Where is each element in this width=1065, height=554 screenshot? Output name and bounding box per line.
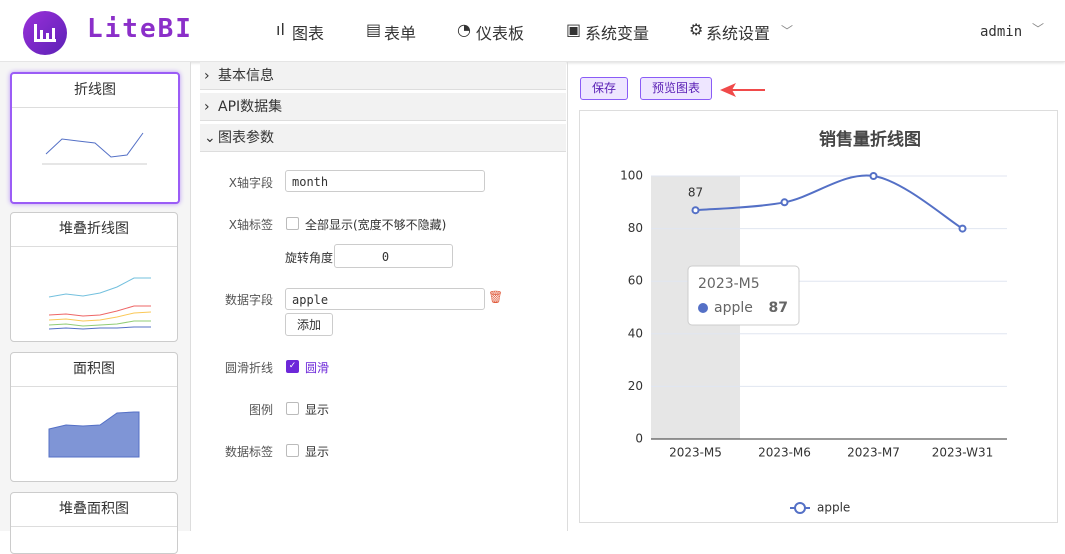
chart-title: 销售量折线图 — [819, 129, 921, 150]
y-tick-label: 60 — [628, 274, 643, 288]
option: 圆滑 — [305, 361, 330, 375]
preview-button[interactable]: 预览图表 — [640, 77, 712, 100]
label: 数据标签 — [224, 445, 273, 459]
chevron: ﹀ — [1032, 22, 1045, 36]
label: 旋转角度 — [285, 251, 334, 265]
y-tick-label: 20 — [628, 379, 643, 393]
label: 图例 — [248, 403, 273, 417]
y-tick-label: 80 — [628, 221, 643, 235]
legend-label: apple — [817, 501, 850, 515]
arrow — [720, 83, 765, 97]
line — [695, 174, 964, 230]
user[interactable]: admin — [980, 24, 1023, 40]
checkbox[interactable]: ✓ — [286, 360, 299, 373]
point — [869, 172, 878, 180]
form-panel — [199, 62, 568, 531]
nav-icon: ▣ — [566, 20, 582, 39]
card-title: 面积图 — [11, 353, 177, 387]
tooltip-value: 87 — [769, 300, 788, 316]
chevron: ﹀ — [781, 24, 794, 38]
card[interactable]: 堆叠面积图 — [10, 492, 178, 554]
x-tick-label: 2023-M7 — [847, 446, 900, 460]
nav-icon: ⚙ — [689, 20, 704, 39]
card-title: 堆叠面积图 — [11, 493, 177, 527]
section-title: 图表参数 — [218, 130, 274, 146]
label: X轴标签 — [228, 218, 273, 232]
card[interactable]: 堆叠折线图 — [10, 212, 178, 342]
input[interactable]: apple — [285, 288, 485, 310]
tooltip-marker — [698, 303, 708, 313]
label: X轴字段 — [228, 176, 273, 190]
logo-icon — [23, 11, 67, 55]
nav-item[interactable]: 仪表板 — [476, 24, 525, 43]
thumb — [42, 132, 147, 165]
save-button[interactable]: 保存 — [580, 77, 628, 100]
point — [780, 198, 789, 207]
section-title: API数据集 — [218, 99, 283, 115]
y-tick-label: 100 — [620, 169, 643, 183]
add-button[interactable]: 添加 — [285, 313, 333, 336]
option: 全部显示(宽度不够不隐藏) — [305, 218, 447, 232]
section[interactable]: ⌄ 图表参数 — [200, 124, 566, 152]
card-title: 堆叠折线图 — [11, 213, 177, 247]
section[interactable]: › 基本信息 — [200, 62, 566, 90]
tooltip: 2023-M5 apple 87 — [687, 265, 800, 326]
nav-icon: ▤ — [366, 20, 382, 39]
thumb — [48, 277, 152, 330]
nav-item[interactable]: 图表 — [292, 24, 325, 43]
card-title: 折线图 — [12, 74, 178, 108]
thumb — [48, 411, 140, 458]
tooltip-box — [687, 265, 800, 326]
point — [958, 224, 967, 233]
tooltip-series: apple — [714, 300, 753, 316]
data-label: 87 — [688, 186, 703, 200]
y-tick-label: 40 — [628, 326, 643, 340]
legend-marker — [794, 502, 806, 514]
input[interactable]: month — [285, 170, 485, 192]
label: 数据字段 — [224, 293, 273, 307]
nav-item[interactable]: 系统设置 — [706, 24, 771, 43]
x-tick-label: 2023-M6 — [758, 446, 811, 460]
checkbox[interactable] — [286, 217, 299, 230]
x-tick-label: 2023-W31 — [932, 446, 994, 460]
option: 显示 — [305, 445, 330, 459]
header — [0, 0, 1065, 62]
nav-icon: ◔ — [457, 20, 471, 39]
label: 圆滑折线 — [224, 361, 273, 375]
logo-text: LiteBI — [87, 14, 193, 44]
section[interactable]: › API数据集 — [200, 93, 566, 121]
nav-icon: ıl — [276, 20, 285, 39]
checkbox[interactable] — [286, 402, 299, 415]
chart-frame — [579, 110, 1058, 523]
option: 显示 — [305, 403, 330, 417]
y-tick-label: 0 — [635, 432, 643, 446]
chart: 销售量折线图 0 20 40 60 80 100 2023-M5 2023-M6 2023-M7… — [620, 129, 1007, 515]
card[interactable]: 面积图 — [10, 352, 178, 482]
number-input[interactable]: 0 — [334, 244, 453, 268]
nav-item[interactable]: 表单 — [384, 24, 417, 43]
x-tick-label: 2023-M5 — [669, 446, 722, 460]
section-title: 基本信息 — [218, 68, 274, 84]
checkbox[interactable] — [286, 444, 299, 457]
card[interactable]: 折线图 — [10, 72, 180, 204]
tooltip-title: 2023-M5 — [698, 276, 760, 292]
point — [691, 206, 700, 215]
nav-item[interactable]: 系统变量 — [585, 24, 650, 43]
delete-icon[interactable]: 🗑 — [488, 290, 504, 304]
